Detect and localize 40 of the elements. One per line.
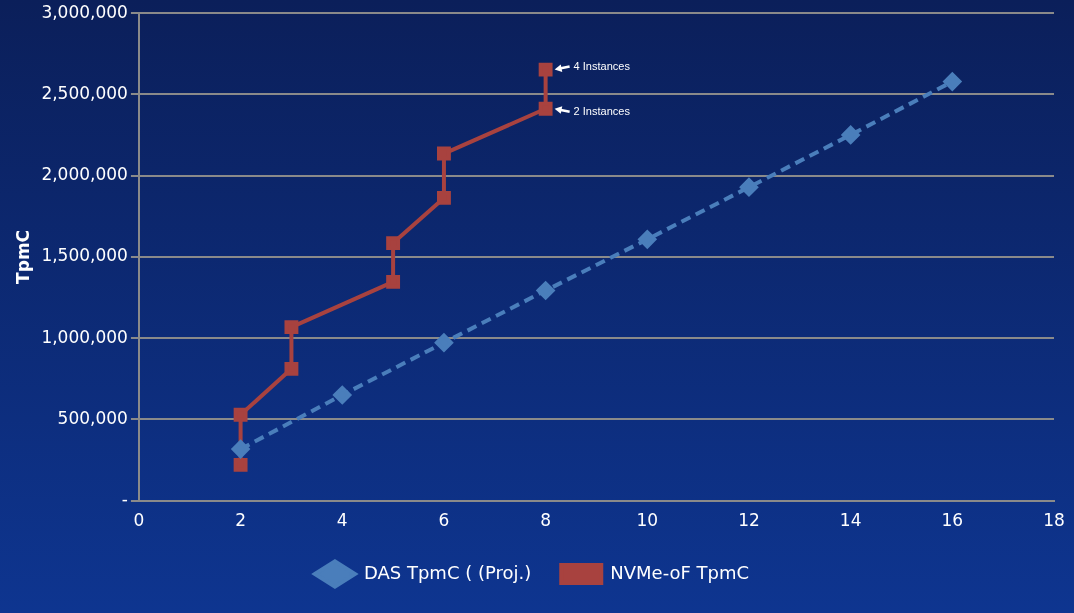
point bbox=[638, 230, 657, 249]
point bbox=[841, 125, 860, 144]
annotation: 2 Instances bbox=[573, 104, 631, 117]
legend-label: NVMe-oF TpmC bbox=[610, 561, 750, 583]
point bbox=[437, 146, 451, 161]
y-tick-label: 2,000,000 bbox=[41, 164, 128, 185]
x-tick-label: 4 bbox=[336, 510, 348, 531]
x-tick-label: 6 bbox=[438, 510, 450, 531]
point bbox=[233, 407, 248, 422]
x-tick-label: 2 bbox=[235, 510, 247, 531]
y-tick-label: 500,000 bbox=[57, 407, 128, 428]
x-tick-label: 8 bbox=[540, 510, 552, 531]
x-tick-label: 16 bbox=[941, 510, 964, 531]
y-tick-label: 1,500,000 bbox=[41, 245, 128, 266]
x-tick-label: 12 bbox=[738, 510, 760, 531]
point bbox=[386, 274, 401, 289]
point bbox=[538, 62, 553, 77]
legend-label: DAS TpmC ( (Proj.) bbox=[363, 561, 532, 583]
y-tick-label: 3,000,000 bbox=[41, 1, 128, 22]
point bbox=[538, 101, 553, 116]
point bbox=[386, 236, 401, 251]
x-tick-label: 0 bbox=[133, 510, 145, 531]
y-axis-title: TpmC bbox=[12, 229, 33, 284]
y-tick-label: 2,500,000 bbox=[41, 82, 128, 103]
x-tick-label: 10 bbox=[636, 510, 659, 531]
point bbox=[943, 72, 962, 91]
point bbox=[434, 333, 453, 352]
point bbox=[233, 457, 248, 472]
y-tick-label: - bbox=[121, 489, 128, 510]
point bbox=[284, 320, 299, 335]
point bbox=[231, 440, 250, 459]
point bbox=[333, 386, 352, 404]
point bbox=[536, 281, 555, 300]
point bbox=[437, 190, 451, 205]
x-tick-label: 18 bbox=[1043, 510, 1065, 531]
y-tick-label: 1,000,000 bbox=[41, 326, 128, 347]
point bbox=[284, 361, 299, 376]
x-tick-label: 14 bbox=[839, 510, 862, 531]
annotation: 4 Instances bbox=[573, 59, 631, 72]
point bbox=[739, 178, 758, 197]
